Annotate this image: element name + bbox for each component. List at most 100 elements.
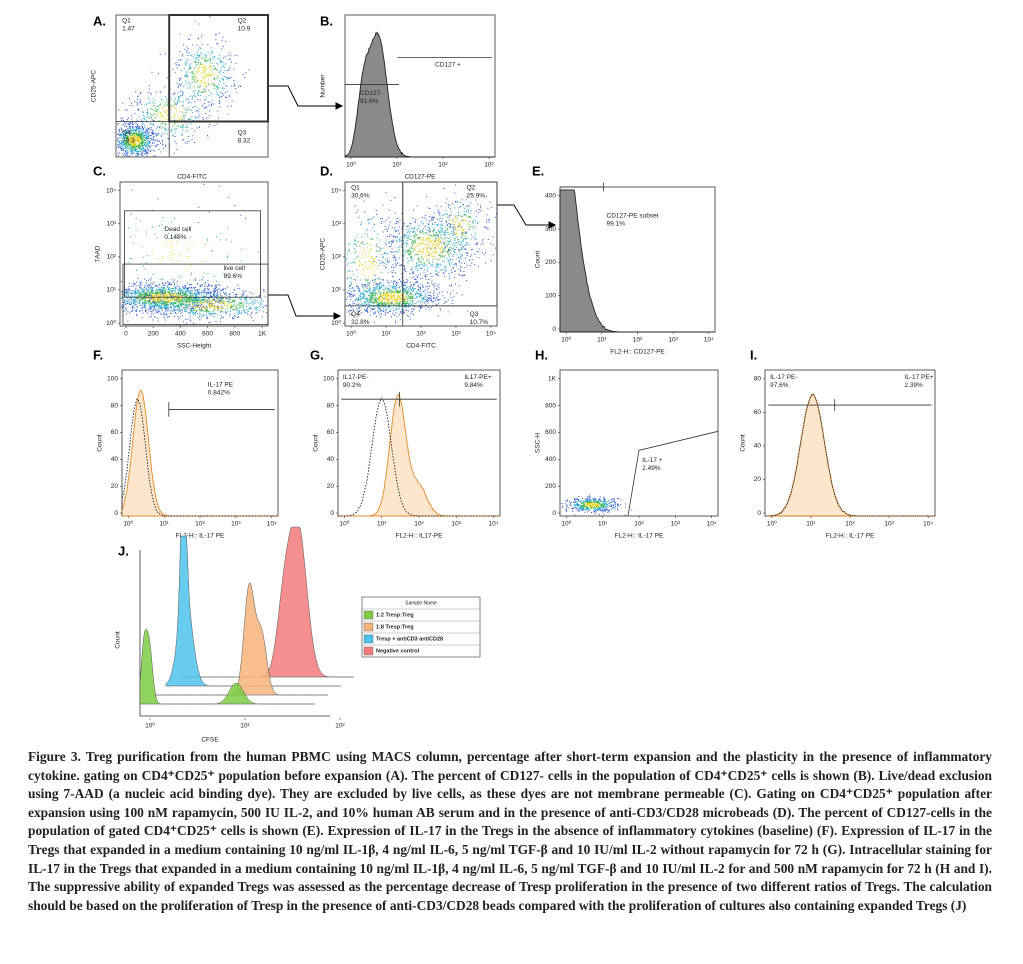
event-dot	[129, 142, 131, 144]
event-dot	[216, 91, 218, 93]
event-dot	[194, 305, 196, 307]
event-dot	[144, 297, 146, 299]
event-dot	[199, 54, 201, 56]
event-dot	[143, 137, 145, 139]
event-dot	[239, 303, 241, 305]
event-dot	[145, 145, 147, 147]
event-dot	[178, 301, 180, 303]
event-dot	[408, 291, 410, 293]
event-dot	[200, 316, 202, 318]
event-dot	[134, 298, 136, 300]
event-dot	[386, 292, 388, 294]
event-dot	[132, 127, 134, 129]
event-dot	[425, 274, 427, 276]
event-dot	[143, 127, 145, 129]
event-dot	[136, 298, 138, 300]
event-dot	[151, 302, 153, 304]
event-dot	[197, 93, 199, 95]
event-dot	[183, 92, 185, 94]
event-dot	[172, 309, 174, 311]
event-dot	[195, 56, 197, 58]
event-dot	[196, 80, 198, 82]
event-dot	[148, 118, 150, 120]
event-dot	[386, 303, 388, 305]
event-dot	[147, 300, 149, 302]
event-dot	[406, 295, 408, 297]
event-dot	[191, 81, 193, 83]
event-dot	[206, 301, 208, 303]
event-dot	[370, 291, 372, 293]
event-dot	[177, 59, 179, 61]
event-dot	[395, 300, 397, 302]
event-dot	[373, 289, 375, 291]
event-dot	[212, 303, 214, 305]
event-dot	[412, 248, 414, 250]
event-dot	[123, 306, 125, 308]
event-dot	[191, 292, 193, 294]
event-dot	[351, 306, 353, 308]
event-dot	[357, 303, 359, 305]
event-dot	[128, 227, 130, 229]
event-dot	[147, 146, 149, 148]
event-dot	[411, 260, 413, 262]
event-dot	[440, 246, 442, 248]
event-dot	[204, 281, 206, 283]
event-dot	[212, 65, 214, 67]
event-dot	[410, 292, 412, 294]
event-dot	[214, 309, 216, 311]
event-dot	[127, 142, 129, 144]
event-dot	[180, 290, 182, 292]
event-dot	[150, 127, 152, 129]
event-dot	[216, 295, 218, 297]
event-dot	[199, 291, 201, 293]
event-dot	[181, 125, 183, 127]
event-dot	[177, 102, 179, 104]
event-dot	[210, 291, 212, 293]
event-dot	[420, 293, 422, 295]
event-dot	[218, 103, 220, 105]
gate-label: Q1	[122, 17, 131, 24]
event-dot	[377, 304, 379, 306]
event-dot	[185, 285, 187, 287]
event-dot	[174, 286, 176, 288]
event-dot	[185, 126, 187, 128]
event-dot	[141, 126, 143, 128]
event-dot	[376, 296, 378, 298]
event-dot	[145, 132, 147, 134]
event-dot	[174, 299, 176, 301]
event-dot	[152, 141, 154, 143]
event-dot	[172, 297, 174, 299]
event-dot	[410, 288, 412, 290]
event-dot	[382, 295, 384, 297]
event-dot	[388, 305, 390, 307]
event-dot	[218, 300, 220, 302]
event-dot	[135, 149, 137, 151]
event-dot	[163, 312, 165, 314]
event-dot	[397, 299, 399, 301]
event-dot	[171, 297, 173, 299]
event-dot	[120, 148, 122, 150]
event-dot	[136, 305, 138, 307]
event-dot	[156, 298, 158, 300]
event-dot	[159, 300, 161, 302]
event-dot	[179, 59, 181, 61]
event-dot	[121, 306, 123, 308]
event-dot	[189, 87, 191, 89]
event-dot	[389, 284, 391, 286]
event-dot	[135, 144, 137, 146]
event-dot	[193, 53, 195, 55]
event-dot	[174, 287, 176, 289]
event-dot	[394, 303, 396, 305]
event-dot	[167, 304, 169, 306]
event-dot	[181, 308, 183, 310]
event-dot	[127, 136, 129, 138]
event-dot	[389, 302, 391, 304]
event-dot	[145, 310, 147, 312]
event-dot	[146, 145, 148, 147]
event-dot	[188, 256, 190, 258]
event-dot	[148, 88, 150, 90]
event-dot	[178, 298, 180, 300]
event-dot	[157, 290, 159, 292]
event-dot	[178, 80, 180, 82]
event-dot	[193, 81, 195, 83]
